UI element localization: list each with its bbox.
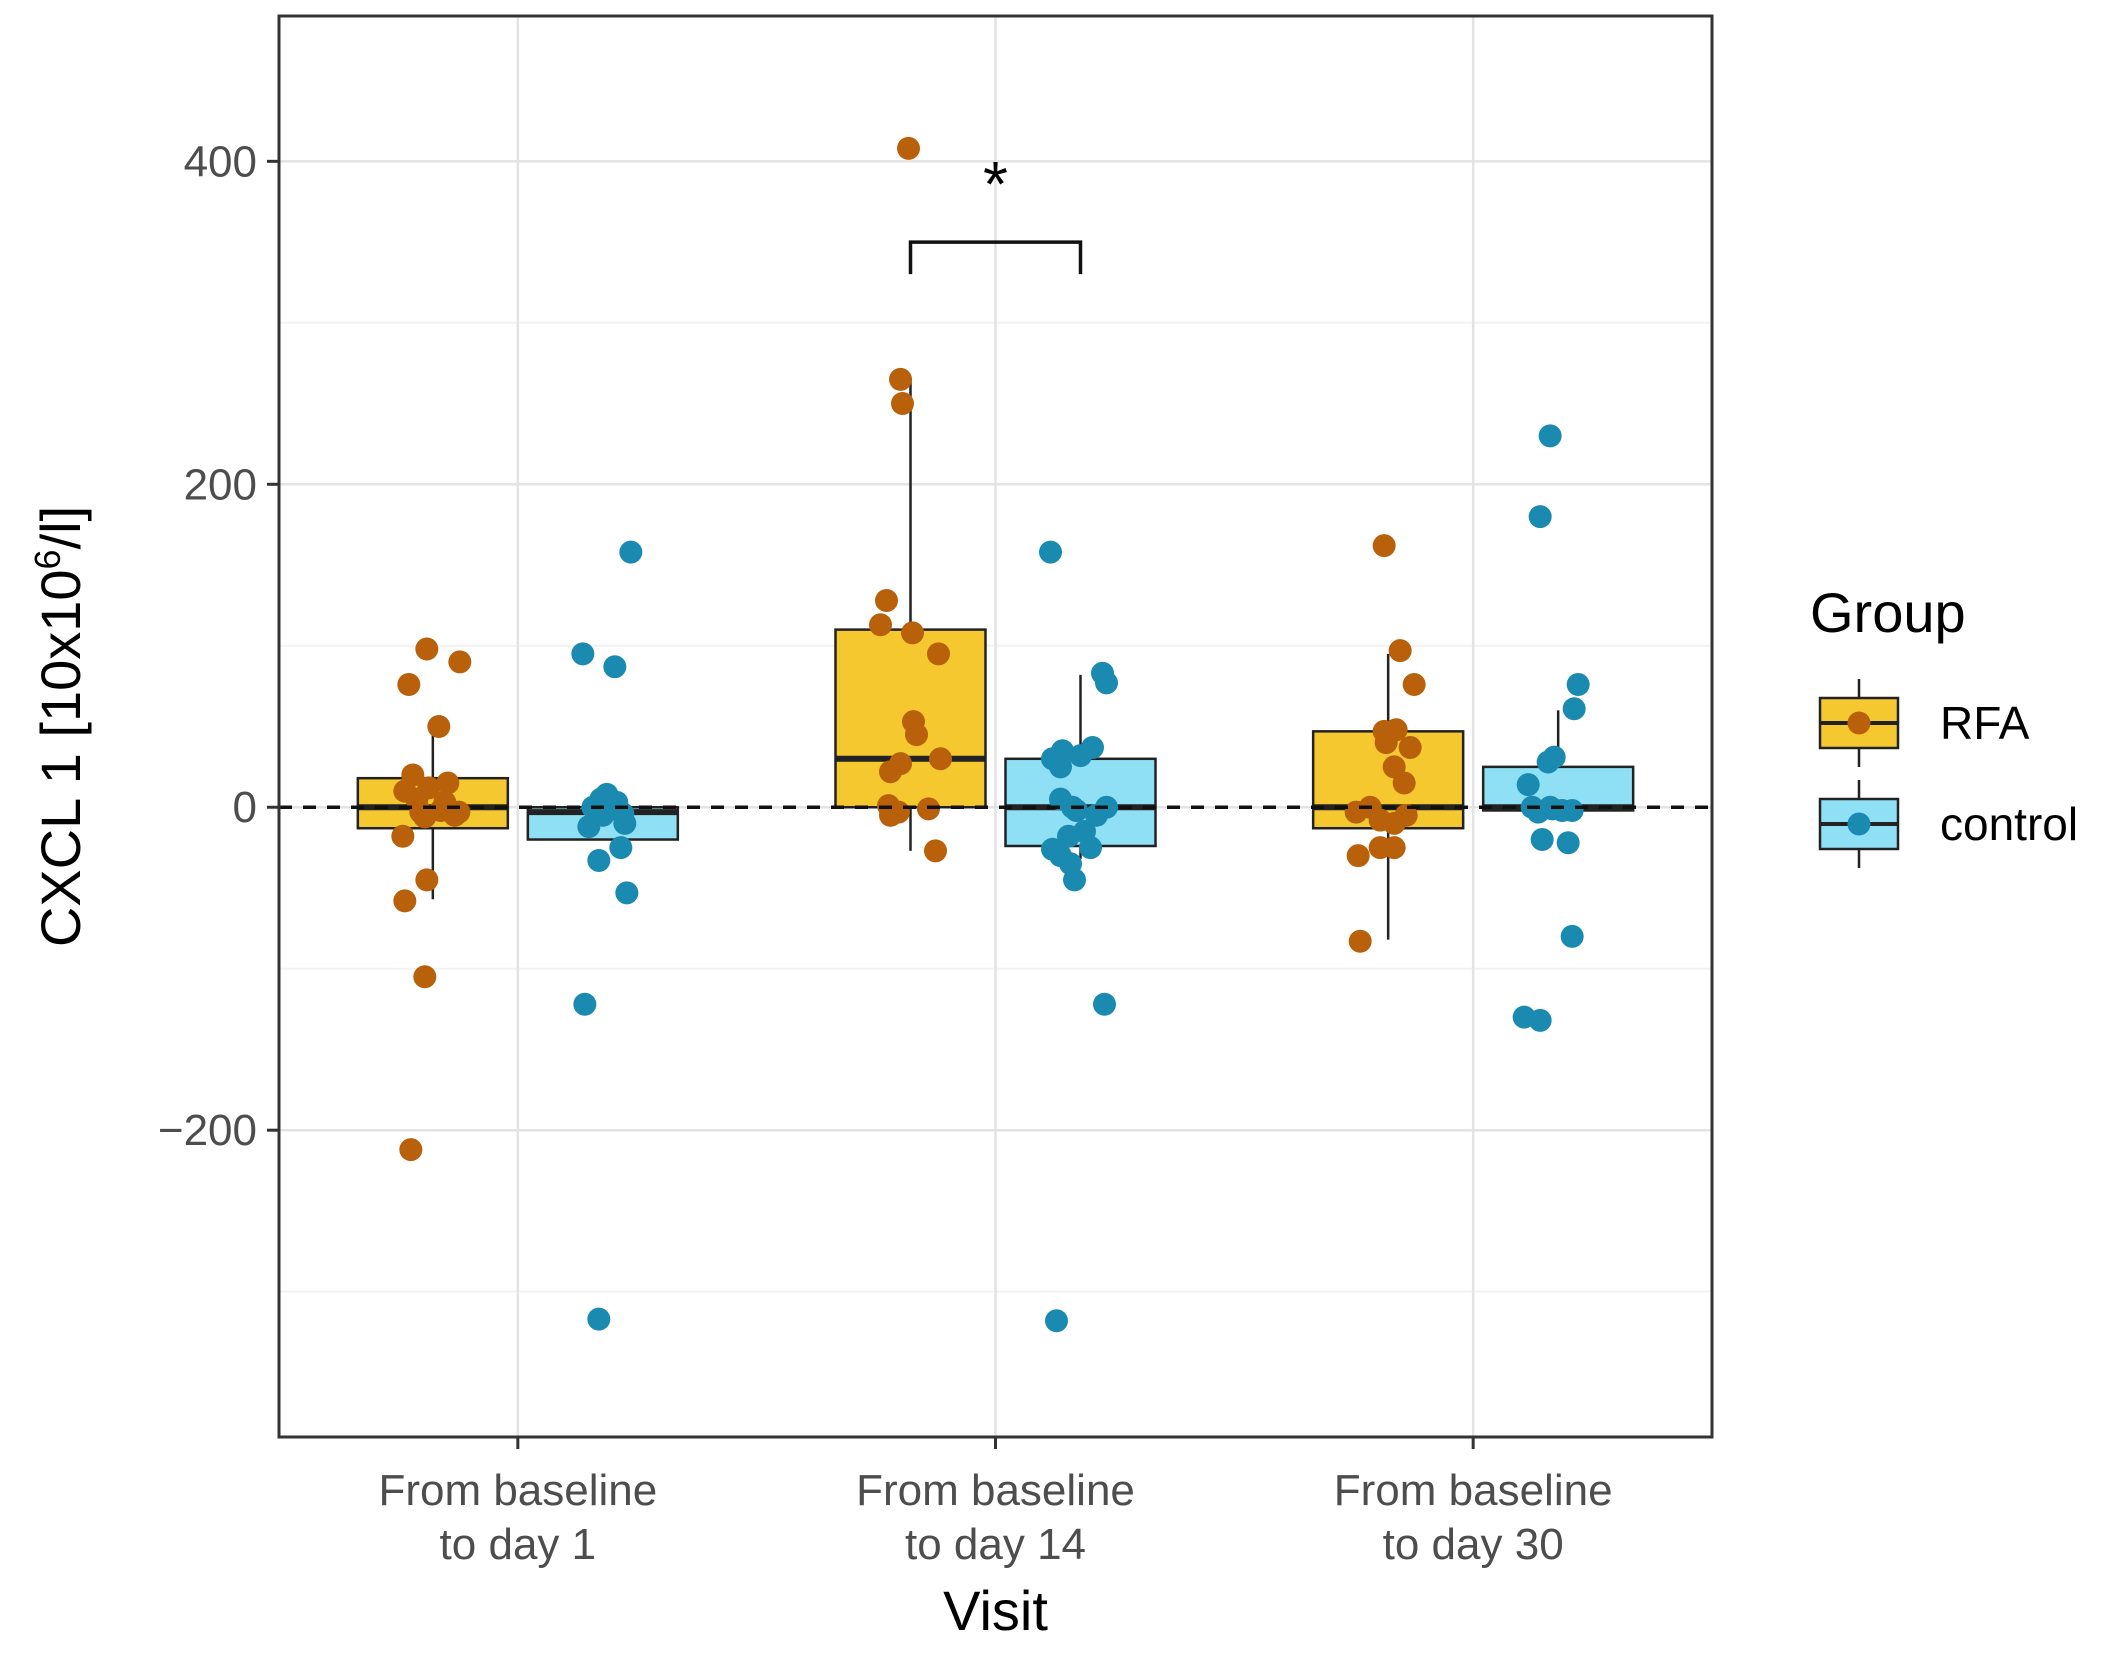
data-point-RFA xyxy=(929,747,952,771)
significance-bracket xyxy=(908,240,1083,275)
data-point-control xyxy=(589,787,613,811)
data-point-RFA xyxy=(1382,836,1406,860)
gridlines xyxy=(279,16,1712,1437)
x-tick-label-line2: to day 1 xyxy=(440,1520,597,1569)
data-point-RFA xyxy=(901,621,924,645)
data-point-control xyxy=(1063,868,1086,892)
data-point-control xyxy=(1079,836,1102,860)
data-point-control xyxy=(587,849,611,873)
data-point-RFA xyxy=(1346,844,1370,868)
data-point-control xyxy=(1556,831,1580,855)
data-point-RFA xyxy=(905,723,928,747)
data-point-control xyxy=(1560,924,1584,948)
data-point-RFA xyxy=(447,800,471,824)
data-point-RFA xyxy=(436,771,460,795)
data-point-control xyxy=(619,540,643,564)
data-point-RFA xyxy=(448,650,472,674)
y-axis-title: CXCL 1 [10x106/l] xyxy=(27,506,92,947)
data-point-RFA xyxy=(924,839,947,863)
data-point-control xyxy=(1516,773,1540,797)
legend: Group RFA control xyxy=(1810,581,2078,868)
y-tick-label: 400 xyxy=(184,137,257,186)
data-point-control xyxy=(615,881,639,905)
axes: 400 200 0 −200 From baseline to day 1 From bas… xyxy=(158,137,1613,1569)
legend-item-control: control xyxy=(1818,780,2078,868)
data-point-RFA xyxy=(875,589,898,613)
data-point-RFA xyxy=(393,889,417,913)
data-point-control xyxy=(1093,992,1116,1016)
data-point-control xyxy=(1542,745,1566,769)
legend-title: Group xyxy=(1810,581,1966,644)
legend-key-point xyxy=(1847,711,1871,735)
data-point-RFA xyxy=(1372,534,1396,558)
data-point-control xyxy=(1528,505,1552,529)
data-point-RFA xyxy=(1348,929,1372,953)
data-point-control xyxy=(1039,540,1062,564)
y-tick-label: 200 xyxy=(184,460,257,509)
data-point-RFA xyxy=(897,136,920,160)
data-point-RFA xyxy=(879,803,902,827)
x-tick-label-line1: From baseline xyxy=(856,1466,1135,1515)
data-point-RFA xyxy=(415,637,439,661)
legend-item-RFA: RFA xyxy=(1818,679,2030,767)
data-point-RFA xyxy=(415,868,439,892)
x-axis-title: Visit xyxy=(943,1579,1048,1642)
data-point-control xyxy=(609,836,633,860)
data-point-control xyxy=(1045,1309,1068,1333)
data-point-RFA xyxy=(397,673,421,697)
y-axis-title-prefix: CXCL 1 [10x10 xyxy=(29,569,92,947)
data-point-control xyxy=(587,1307,611,1331)
data-point-control xyxy=(1530,828,1554,852)
x-tick-label-line1: From baseline xyxy=(378,1466,657,1515)
data-point-RFA xyxy=(399,1138,423,1162)
data-point-RFA xyxy=(413,965,437,989)
data-point-control xyxy=(1095,671,1118,695)
data-point-RFA xyxy=(427,715,451,738)
data-point-RFA xyxy=(1402,673,1426,697)
x-tick-label-line2: to day 14 xyxy=(905,1520,1086,1569)
data-point-RFA xyxy=(1374,731,1398,755)
legend-item-label: control xyxy=(1940,798,2078,850)
data-point-control xyxy=(1538,795,1562,819)
data-point-control xyxy=(573,992,597,1016)
data-point-RFA xyxy=(927,642,950,666)
data-point-control xyxy=(1051,739,1074,763)
significance-annotation: * xyxy=(908,148,1083,275)
data-point-control xyxy=(1538,424,1562,448)
legend-item-label: RFA xyxy=(1940,697,2030,749)
data-point-control xyxy=(1528,1008,1552,1032)
data-point-RFA xyxy=(889,367,912,391)
data-points xyxy=(391,136,1590,1333)
data-point-RFA xyxy=(869,613,892,637)
data-point-RFA xyxy=(409,800,433,824)
y-axis-title-suffix: /l] xyxy=(29,506,92,550)
data-point-RFA xyxy=(391,824,415,848)
data-point-control xyxy=(1057,824,1080,848)
data-point-RFA xyxy=(1382,755,1406,779)
y-axis-title-sup: 6 xyxy=(27,549,68,569)
svg-text:CXCL 1 [10x106/l]: CXCL 1 [10x106/l] xyxy=(27,506,92,947)
data-point-control xyxy=(1081,735,1104,759)
data-point-control xyxy=(1065,798,1088,822)
data-point-RFA xyxy=(1398,735,1422,759)
x-tick-label-line2: to day 30 xyxy=(1383,1520,1564,1569)
data-point-RFA xyxy=(889,752,912,776)
data-point-control xyxy=(603,655,627,679)
data-point-control xyxy=(1562,697,1586,721)
y-tick-label: −200 xyxy=(158,1106,257,1155)
x-tick-label-line1: From baseline xyxy=(1334,1466,1613,1515)
data-point-control xyxy=(1560,798,1584,822)
data-point-RFA xyxy=(1394,803,1418,827)
legend-key-point xyxy=(1847,812,1871,836)
y-tick-label: 0 xyxy=(233,783,257,832)
data-point-control xyxy=(571,642,595,666)
data-point-control xyxy=(613,811,637,835)
data-point-control xyxy=(1566,673,1590,697)
data-point-RFA xyxy=(1388,639,1412,663)
significance-label: * xyxy=(983,148,1008,220)
data-point-RFA xyxy=(891,392,914,416)
